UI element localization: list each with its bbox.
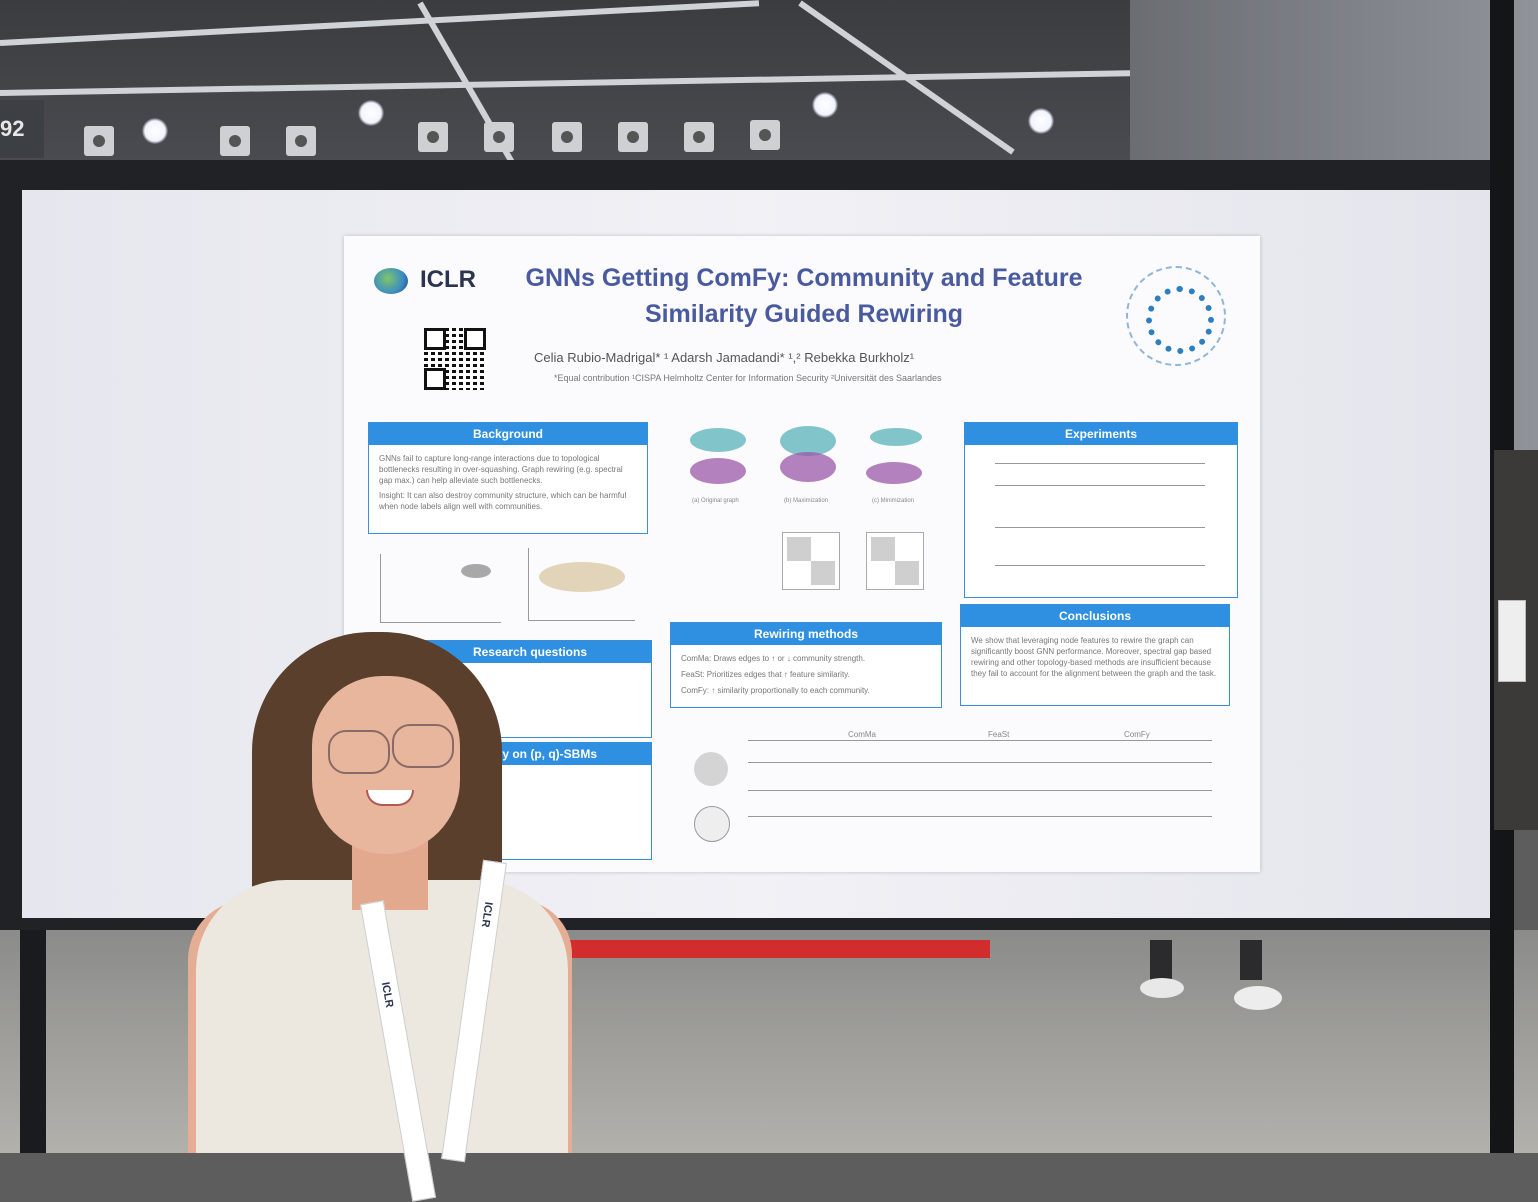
board-leg xyxy=(20,930,46,1153)
poster-authors: Celia Rubio-Madrigal* ¹ Adarsh Jamadandi… xyxy=(534,350,915,365)
section-heading: Research questions xyxy=(409,641,651,663)
graph-figure xyxy=(780,452,836,482)
speaker xyxy=(286,126,316,156)
graph-figure xyxy=(690,428,746,452)
speaker xyxy=(618,122,648,152)
community-diagram xyxy=(694,806,730,842)
sbm-matrix xyxy=(866,532,924,590)
research-poster: ICLR GNNs Getting ComFy: Community and F… xyxy=(344,236,1260,872)
ceiling-light xyxy=(812,92,838,118)
red-carpet xyxy=(560,940,990,958)
iclr-wordmark: ICLR xyxy=(420,266,476,293)
cispa-logo xyxy=(1126,266,1226,366)
speaker xyxy=(418,122,448,152)
speaker xyxy=(552,122,582,152)
glasses-icon xyxy=(392,724,454,768)
alignment-plot xyxy=(380,554,501,623)
ceiling-truss xyxy=(0,0,760,46)
ceiling-light xyxy=(142,118,168,144)
cispa-ring-icon xyxy=(1146,286,1214,354)
table-rule xyxy=(995,463,1205,464)
method-item: ComFy: ↑ similarity proportionally to ea… xyxy=(681,686,870,695)
table-rule xyxy=(995,565,1205,566)
poster-affiliations: *Equal contribution ¹CISPA Helmholtz Cen… xyxy=(554,373,942,383)
ceiling-light xyxy=(1028,108,1054,134)
conclusions-section: Conclusions We show that leveraging node… xyxy=(960,604,1230,706)
table-header: FeaSt xyxy=(988,730,1010,739)
table-header: ComMa xyxy=(848,730,877,739)
community-diagram xyxy=(694,752,728,786)
table-rule xyxy=(748,790,1212,791)
speaker xyxy=(684,122,714,152)
methods-list: ComMa: Draws edges to ↑ or ↓ community s… xyxy=(671,645,941,704)
visitor-legs xyxy=(1140,940,1282,1010)
graph-figure xyxy=(780,426,836,456)
method-item: ComMa: Draws edges to ↑ or ↓ community s… xyxy=(681,654,866,663)
section-text: GNNs fail to capture long-range interact… xyxy=(369,445,647,520)
rewiring-methods-section: Rewiring methods ComMa: Draws edges to ↑… xyxy=(670,622,942,708)
table-header: ComFy xyxy=(1124,730,1150,739)
table-rule xyxy=(995,485,1205,486)
glasses-icon xyxy=(328,730,390,774)
sbm-accuracy-plot xyxy=(528,548,635,621)
lanyard-text: ICLR xyxy=(378,981,396,1009)
experiments-section: Experiments xyxy=(964,422,1238,598)
booth-number-sign: 92 xyxy=(0,100,44,158)
speaker xyxy=(84,126,114,156)
sbm-matrix xyxy=(782,532,840,590)
graph-caption: (c) Minimization xyxy=(872,498,915,504)
insight-text: Insight: It can also destroy community s… xyxy=(379,491,627,511)
background-text: GNNs fail to capture long-range interact… xyxy=(379,454,623,485)
table-rule xyxy=(748,740,1212,741)
qr-code xyxy=(424,328,486,390)
lanyard-text: ICLR xyxy=(478,901,495,929)
section-heading: Background xyxy=(369,423,647,445)
background-section: Background GNNs fail to capture long-ran… xyxy=(368,422,648,534)
graph-figure xyxy=(870,428,922,446)
ceiling-light xyxy=(358,100,384,126)
table-rule xyxy=(748,762,1212,763)
table-rule xyxy=(995,527,1205,528)
graph-caption: (a) Original graph xyxy=(692,498,739,504)
speaker xyxy=(484,122,514,152)
poster-title: GNNs Getting ComFy: Community and Featur… xyxy=(525,264,1083,328)
speaker xyxy=(220,126,250,156)
method-item: FeaSt: Prioritizes edges that ↑ feature … xyxy=(681,670,850,679)
graph-figure xyxy=(690,458,746,484)
table-rule xyxy=(748,816,1212,817)
globe-icon xyxy=(374,268,408,294)
graph-figure xyxy=(866,462,922,484)
ceiling-truss xyxy=(0,69,1200,96)
graph-caption: (b) Maximization xyxy=(784,498,829,504)
visitor-badge xyxy=(1498,600,1526,682)
speaker xyxy=(750,120,780,150)
conclusions-text: We show that leveraging node features to… xyxy=(971,636,1217,678)
section-heading: Experiments xyxy=(965,423,1237,445)
section-heading: Conclusions xyxy=(961,605,1229,627)
section-heading: Rewiring methods xyxy=(671,623,941,645)
